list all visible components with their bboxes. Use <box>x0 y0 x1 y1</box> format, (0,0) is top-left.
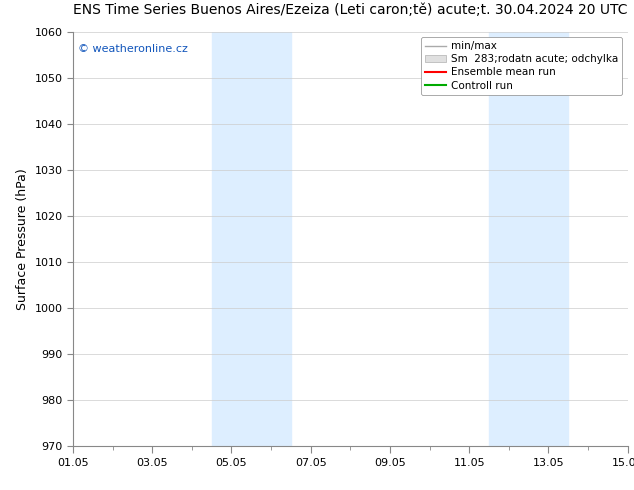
Text: © weatheronline.cz: © weatheronline.cz <box>79 44 188 54</box>
Y-axis label: Surface Pressure (hPa): Surface Pressure (hPa) <box>16 168 29 310</box>
Bar <box>489 32 529 446</box>
Legend: min/max, Sm  283;rodatn acute; odchylka, Ensemble mean run, Controll run: min/max, Sm 283;rodatn acute; odchylka, … <box>421 37 623 95</box>
Text: acute;t. 30.04.2024 20 UTC: acute;t. 30.04.2024 20 UTC <box>437 3 628 17</box>
Bar <box>212 32 251 446</box>
Bar <box>251 32 291 446</box>
Bar <box>529 32 568 446</box>
Text: ENS Time Series Buenos Aires/Ezeiza (Leti caron;tě): ENS Time Series Buenos Aires/Ezeiza (Let… <box>73 3 432 17</box>
